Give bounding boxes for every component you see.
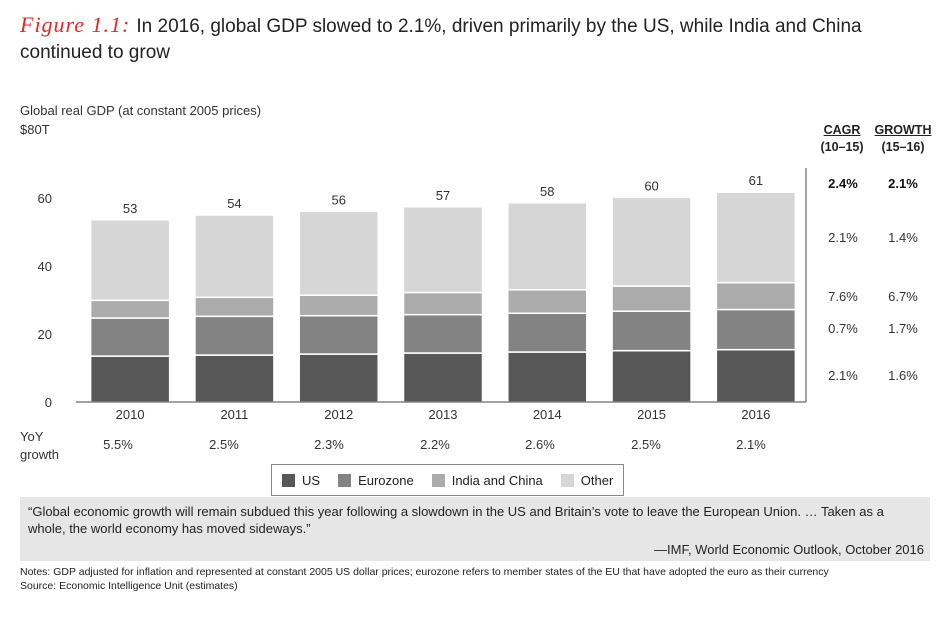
figure-title-text: In 2016, global GDP slowed to 2.1%, driv… <box>20 16 862 63</box>
yoy-value-2014: 2.6% <box>525 437 555 452</box>
bar-other-2014 <box>507 202 588 291</box>
bar-total-label-2016: 61 <box>749 173 763 188</box>
bar-total-label-2014: 58 <box>540 184 554 199</box>
legend-item-eurozone: Eurozone <box>338 473 414 488</box>
bar-us-2010 <box>89 355 171 403</box>
cagr-other: 2.1% <box>828 230 858 245</box>
yoy-value-2011: 2.5% <box>209 437 239 452</box>
legend-label-eurozone: Eurozone <box>358 472 414 488</box>
bar-total-label-2010: 53 <box>123 201 137 216</box>
bar-total-label-2015: 60 <box>644 178 658 193</box>
yoy-growth-label: YoY growth <box>20 428 59 464</box>
growth-other: 1.4% <box>888 230 918 245</box>
growth-us: 1.6% <box>888 368 918 383</box>
quote-source: —IMF, World Economic Outlook, October 20… <box>654 542 924 557</box>
bar-us-2014 <box>507 351 588 403</box>
cagr-header-title: CAGR <box>823 123 861 137</box>
bar-total-label-2012: 56 <box>331 192 345 207</box>
bar-india-and-china-2015 <box>611 285 692 312</box>
legend-label-other: Other <box>580 472 614 488</box>
cagr-india-china: 7.6% <box>828 289 858 304</box>
yoy-value-2012: 2.3% <box>314 437 344 452</box>
legend-item-us: US <box>282 473 320 488</box>
yoy-value-2010: 5.5% <box>103 437 133 452</box>
x-tick-label-2013: 2013 <box>429 407 458 422</box>
cagr-us: 2.1% <box>828 368 858 383</box>
bar-us-2012 <box>298 353 379 403</box>
bar-other-2015 <box>611 196 692 287</box>
bar-india-and-china-2013 <box>402 291 484 316</box>
bar-other-2016 <box>715 191 797 284</box>
source-line: Source: Economic Intelligence Unit (esti… <box>20 580 238 592</box>
quote-text: “Global economic growth will remain subd… <box>28 504 884 536</box>
bar-other-2010 <box>89 219 171 302</box>
notes-line: Notes: GDP adjusted for inflation and re… <box>20 566 829 578</box>
x-tick-label-2010: 2010 <box>116 407 145 422</box>
bar-us-2015 <box>611 349 692 403</box>
legend-item-india-china: India and China <box>431 472 543 488</box>
y-tick-label-0: 0 <box>45 395 52 410</box>
y-tick-label-20: 20 <box>38 327 52 342</box>
figure-label: Figure 1.1: <box>20 12 131 37</box>
figure-title: Figure 1.1: In 2016, global GDP slowed to… <box>20 12 940 66</box>
x-tick-label-2016: 2016 <box>741 407 770 422</box>
x-tick-label-2014: 2014 <box>533 407 562 422</box>
x-tick-label-2012: 2012 <box>324 407 353 422</box>
bar-us-2011 <box>194 354 275 403</box>
y-axis-title: Global real GDP (at constant 2005 prices… <box>20 103 262 118</box>
bar-eurozone-2011 <box>194 315 275 356</box>
bar-other-2011 <box>194 214 275 299</box>
growth-eurozone: 1.7% <box>888 321 918 336</box>
bar-us-2013 <box>402 352 484 403</box>
growth-header: GROWTH (15–16) <box>872 122 934 156</box>
bar-eurozone-2010 <box>89 317 171 357</box>
bar-other-2013 <box>402 206 484 294</box>
y-tick-label-40: 40 <box>38 259 52 274</box>
legend-label-india-china: India and China <box>451 472 543 488</box>
legend-swatch-eurozone <box>338 473 352 487</box>
bar-eurozone-2015 <box>611 310 692 352</box>
bar-india-and-china-2014 <box>507 289 588 315</box>
legend-swatch-other <box>560 473 574 487</box>
bar-eurozone-2013 <box>402 313 484 354</box>
bar-us-2016 <box>715 348 797 403</box>
yoy-value-2015: 2.5% <box>631 437 661 452</box>
quote-box: “Global economic growth will remain subd… <box>20 497 930 561</box>
yoy-value-2013: 2.2% <box>420 437 450 452</box>
bar-eurozone-2012 <box>298 314 379 355</box>
legend-swatch-us <box>282 473 295 487</box>
legend-swatch-india-china <box>431 473 445 487</box>
legend-item-other: Other <box>560 472 614 488</box>
bar-eurozone-2014 <box>507 312 588 353</box>
bar-india-and-china-2011 <box>194 296 275 318</box>
x-tick-label-2011: 2011 <box>220 407 248 422</box>
bar-eurozone-2016 <box>715 308 797 351</box>
bar-other-2012 <box>298 210 379 296</box>
cagr-header-period: (10–15) <box>820 140 864 154</box>
legend-label-us: US <box>302 472 321 488</box>
yoy-label-line1: YoY <box>20 429 44 444</box>
bar-india-and-china-2016 <box>715 281 797 311</box>
growth-india-china: 6.7% <box>888 289 918 304</box>
cagr-eurozone: 0.7% <box>828 321 858 336</box>
bar-total-label-2013: 57 <box>436 188 450 203</box>
y-tick-label-60: 60 <box>38 191 52 206</box>
cagr-header: CAGR (10–15) <box>817 122 867 156</box>
yoy-value-2016: 2.1% <box>736 437 766 452</box>
y-axis-max-label: $80T <box>20 122 50 137</box>
growth-header-title: GROWTH <box>874 123 932 137</box>
chart-legend: US Eurozone India and China Other <box>271 464 625 496</box>
x-tick-label-2015: 2015 <box>637 407 666 422</box>
growth-header-period: (15–16) <box>881 140 925 154</box>
cagr-total: 2.4% <box>828 176 858 191</box>
bar-total-label-2011: 54 <box>227 196 241 211</box>
yoy-label-line2: growth <box>20 447 60 462</box>
growth-total: 2.1% <box>888 176 918 191</box>
bar-india-and-china-2010 <box>89 299 171 319</box>
bar-india-and-china-2012 <box>298 294 379 317</box>
footnotes: Notes: GDP adjusted for inflation and re… <box>20 565 940 593</box>
